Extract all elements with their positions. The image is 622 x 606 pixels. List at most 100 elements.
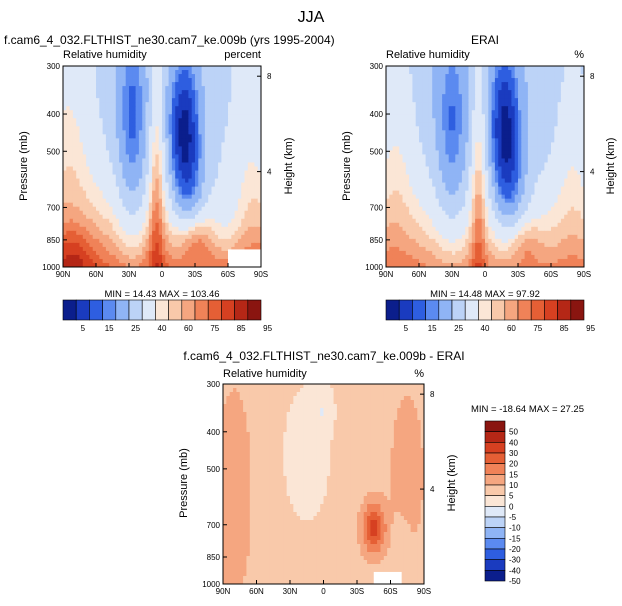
panel-model-cell	[129, 186, 133, 192]
panel-obs-cell	[465, 130, 469, 135]
panel-model-cell	[175, 166, 179, 171]
panel-obs-cell	[560, 98, 565, 103]
panel-obs-cell	[452, 86, 456, 91]
panel-obs-cell	[580, 150, 585, 155]
panel-model-cell	[165, 186, 169, 192]
panel-obs-cell	[435, 70, 440, 75]
panel-model-cell	[178, 202, 183, 208]
panel-model-cell	[72, 254, 77, 260]
panel-model-cell	[99, 154, 103, 159]
panel-model-cell	[224, 182, 229, 187]
panel-obs-cell	[498, 162, 502, 167]
panel-obs-cell	[458, 98, 463, 103]
panel-model-cell	[112, 90, 117, 95]
panel-model-cell	[234, 146, 239, 151]
panel-obs-cell	[461, 126, 466, 131]
panel-model-cell	[247, 118, 252, 123]
panel-obs-cell	[402, 162, 407, 167]
panel-obs-cell	[577, 86, 582, 91]
panel-model-cell	[244, 170, 249, 175]
panel-obs-cell	[504, 138, 509, 143]
panel-obs-cell	[577, 146, 582, 151]
panel-obs-cell	[412, 122, 417, 127]
panel-obs-cell	[458, 190, 463, 196]
panel-obs-cell	[567, 86, 572, 91]
panel-obs-cell	[547, 122, 552, 127]
panel-obs-cell	[534, 134, 539, 139]
panel-model-cell	[221, 262, 226, 268]
panel-model-cell	[152, 66, 156, 71]
panel-model-cell	[231, 134, 235, 139]
panel-obs-cell	[580, 162, 585, 167]
panel-model-cell	[76, 234, 80, 240]
panel-obs-cell	[514, 166, 519, 171]
panel-model-cell	[251, 98, 255, 103]
panel-model-cell	[99, 150, 103, 155]
panel-model-cell	[86, 94, 90, 99]
panel-obs-cell	[521, 130, 525, 135]
panel-model-cell	[69, 138, 74, 143]
panel-model-x-tick-label: 30N	[122, 270, 137, 279]
panel-model-cell	[228, 78, 232, 83]
panel-model-cell	[102, 94, 107, 99]
panel-model-cell	[211, 78, 216, 83]
panel-obs-cell	[574, 178, 578, 183]
panel-model-cell	[257, 150, 262, 155]
panel-obs-cell	[389, 178, 393, 183]
panel-obs-cell	[455, 166, 459, 171]
panel-obs-cell	[570, 162, 575, 167]
panel-model-cell	[69, 66, 74, 71]
panel-obs-cell	[461, 70, 466, 75]
panel-model-cell	[69, 94, 74, 99]
panel-model-cell	[72, 118, 77, 123]
panel-model-cell	[129, 158, 133, 163]
panel-obs-cell	[452, 134, 456, 139]
panel-obs-cell	[577, 66, 582, 71]
panel-model-cell	[251, 86, 255, 91]
panel-obs-cell	[531, 186, 535, 192]
panel-model-cell	[86, 230, 90, 236]
panel-model-cell	[72, 258, 77, 264]
panel-obs-cell	[458, 134, 463, 139]
panel-obs-cell	[412, 118, 417, 123]
panel-model-cell	[155, 202, 160, 208]
panel-obs-cell	[452, 94, 456, 99]
panel-model-cell	[89, 262, 94, 268]
panel-obs-cell	[425, 126, 430, 131]
panel-model-cell	[231, 66, 235, 71]
panel-model-cell	[162, 190, 166, 196]
panel-model-cell	[171, 66, 176, 71]
panel-model-cell	[76, 242, 80, 248]
panel-model-cell	[195, 170, 199, 175]
panel-obs-cell	[494, 154, 499, 159]
panel-obs-cell	[560, 154, 565, 159]
panel-model-cell	[69, 246, 74, 252]
panel-model-cell	[66, 226, 70, 232]
panel-model-cell	[122, 166, 127, 171]
panel-model-cell	[66, 210, 70, 216]
panel-model-cell	[125, 158, 130, 163]
panel-model-cell	[125, 90, 130, 95]
panel-model-cell	[254, 230, 259, 236]
panel-model-cell	[138, 234, 143, 240]
panel-model-cell	[228, 194, 232, 200]
panel-obs-cell	[475, 194, 479, 200]
panel-obs-cell	[461, 186, 466, 192]
panel-model-cell	[112, 130, 117, 135]
panel-model-cell	[218, 262, 222, 268]
panel-model-cell	[201, 82, 206, 87]
panel-model-cell	[185, 186, 189, 192]
panel-obs-cell	[541, 190, 545, 196]
panel-model-cell	[112, 154, 117, 159]
panel-model-cell	[251, 170, 255, 175]
panel-model-cell	[224, 214, 229, 220]
panel-obs-cell	[504, 110, 509, 115]
panel-obs-cell	[577, 186, 582, 192]
panel-model-cell	[76, 90, 80, 95]
panel-obs-cell	[508, 154, 512, 159]
panel-model-cell	[257, 86, 262, 91]
panel-obs-cell	[564, 138, 568, 143]
panel-model-cell	[188, 86, 193, 91]
panel-model-cell	[181, 154, 186, 159]
panel-model-cell	[218, 218, 222, 224]
